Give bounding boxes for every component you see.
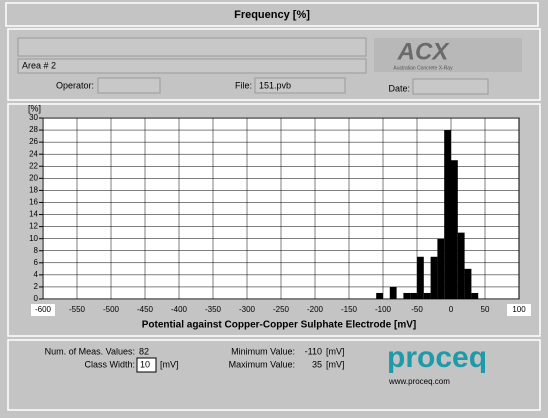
- x-tick-label: -150: [341, 305, 358, 314]
- y-tick-label: 20: [29, 173, 38, 182]
- bar: [457, 232, 465, 299]
- area: Area # 2: [22, 60, 56, 70]
- file-field[interactable]: [254, 77, 346, 94]
- bar: [376, 292, 383, 299]
- x-tick-label: -50: [411, 305, 423, 314]
- y-tick-label: 26: [29, 137, 38, 146]
- y-tick-label: 0: [34, 294, 39, 303]
- file: 151.pvb: [259, 80, 291, 90]
- x-tick-label: 50: [481, 305, 490, 314]
- title-bar: [5, 2, 539, 27]
- x-tick-label: -350: [205, 305, 222, 314]
- x-tick-label: -200: [307, 305, 324, 314]
- y-tick-label: 30: [29, 113, 38, 122]
- tick-label-box: [507, 304, 531, 316]
- tick-label-box: [31, 304, 55, 316]
- x-tick-label: -100: [375, 305, 392, 314]
- x-tick-label: 0: [449, 305, 454, 314]
- y-label: [%]: [28, 103, 41, 113]
- x-tick-label: -300: [239, 305, 256, 314]
- logo-subtitle: Australian Concrete X-Ray: [393, 65, 453, 71]
- date-label: Date:: [388, 83, 410, 93]
- operator-label: Operator:: [56, 80, 94, 90]
- x-tick-label: 100: [512, 305, 526, 314]
- max-label: Maximum Value:: [229, 359, 295, 369]
- y-tick-label: 22: [29, 161, 38, 170]
- y-tick-label: 10: [29, 234, 38, 243]
- x-tick-label: -450: [137, 305, 154, 314]
- bar: [451, 160, 458, 299]
- plot-frame: [42, 117, 520, 300]
- count-label: Num. of Meas. Values:: [45, 346, 135, 356]
- stats-panel: [7, 339, 541, 411]
- class-width-label: Class Width:: [84, 359, 135, 369]
- bar: [417, 256, 424, 299]
- class-width: 10: [140, 359, 150, 369]
- bar: [471, 292, 479, 299]
- y-tick-label: 8: [34, 246, 39, 255]
- y-tick-label: 14: [29, 210, 38, 219]
- min-label: Minimum Value:: [231, 346, 295, 356]
- bar: [464, 268, 472, 299]
- logo-box: [374, 38, 522, 72]
- url: www.proceq.com: [388, 377, 450, 386]
- y-tick-label: 4: [34, 270, 39, 279]
- title: Frequency [%]: [234, 9, 310, 21]
- min: -110: [305, 346, 322, 356]
- area-field: [17, 58, 367, 74]
- max-unit: [mV]: [326, 359, 345, 369]
- y-tick-label: 6: [34, 258, 39, 267]
- x-tick-label: -600: [35, 305, 52, 314]
- class-width-field[interactable]: [136, 357, 157, 373]
- class-width-unit: [mV]: [160, 359, 179, 369]
- description-field: [17, 37, 367, 57]
- y-tick-label: 28: [29, 125, 38, 134]
- y-tick-label: 12: [29, 222, 38, 231]
- bar: [403, 292, 411, 299]
- date-field[interactable]: [412, 78, 489, 95]
- max: 35: [312, 359, 322, 369]
- y-tick-label: 2: [34, 282, 39, 291]
- y-tick-label: 18: [29, 186, 38, 195]
- x-label: Potential against Copper-Copper Sulphate…: [142, 320, 416, 331]
- count: 82: [139, 346, 149, 356]
- bar: [410, 292, 417, 299]
- x-tick-label: -400: [171, 305, 188, 314]
- min-unit: [mV]: [326, 346, 345, 356]
- x-tick-label: -250: [273, 305, 290, 314]
- bar: [437, 238, 445, 299]
- bar: [389, 286, 397, 299]
- x-tick-label: -550: [69, 305, 86, 314]
- logo: ACX: [397, 38, 451, 65]
- y-tick-label: 24: [29, 149, 38, 158]
- file-label: File:: [235, 80, 252, 90]
- brand: proceq: [387, 341, 487, 374]
- x-tick-label: -500: [103, 305, 120, 314]
- y-tick-label: 16: [29, 198, 38, 207]
- operator-field[interactable]: [97, 77, 161, 94]
- bar: [423, 292, 431, 299]
- bar: [430, 256, 438, 299]
- bar: [444, 130, 451, 299]
